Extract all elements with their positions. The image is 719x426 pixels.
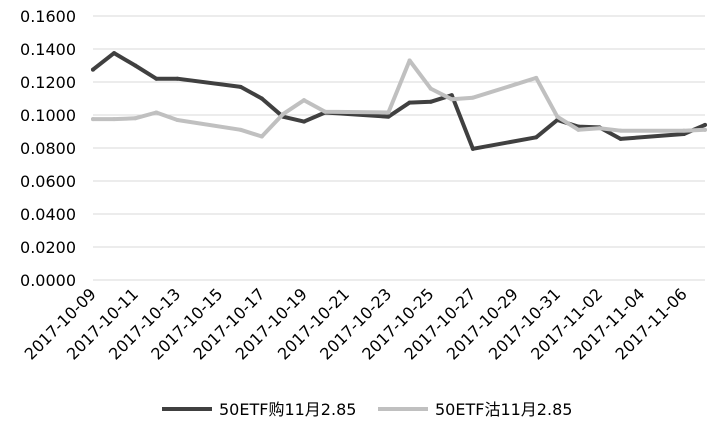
- data-point-series-2: [302, 98, 307, 103]
- series-line-2: [91, 58, 707, 139]
- data-point-series-1: [175, 76, 180, 81]
- data-point-series-1: [681, 131, 686, 136]
- data-point-series-2: [386, 110, 391, 115]
- legend-label-series-2: 50ETF沽11月2.85: [435, 400, 572, 419]
- data-point-series-1: [302, 119, 307, 124]
- data-point-series-2: [703, 127, 707, 132]
- y-tick-label: 0.1600: [20, 7, 76, 26]
- data-point-series-1: [449, 93, 454, 98]
- data-point-series-1: [91, 67, 95, 72]
- data-point-series-1: [133, 63, 138, 68]
- data-point-series-2: [238, 127, 243, 132]
- data-point-series-2: [154, 110, 159, 115]
- data-point-series-1: [112, 51, 117, 56]
- data-point-series-1: [428, 99, 433, 104]
- legend: 50ETF购11月2.85 50ETF沽11月2.85: [162, 400, 572, 419]
- data-point-series-2: [470, 95, 475, 100]
- data-point-series-1: [259, 96, 264, 101]
- data-point-series-2: [555, 114, 560, 119]
- y-tick-label: 0.0000: [20, 271, 76, 290]
- data-point-series-2: [407, 58, 412, 63]
- x-axis-tick-labels: 2017-10-092017-10-112017-10-132017-10-15…: [21, 284, 691, 363]
- data-point-series-2: [91, 117, 95, 122]
- y-tick-label: 0.0600: [20, 172, 76, 191]
- y-tick-label: 0.0800: [20, 139, 76, 158]
- y-tick-label: 0.1200: [20, 73, 76, 92]
- data-point-series-2: [323, 109, 328, 114]
- y-tick-label: 0.0400: [20, 205, 76, 224]
- data-point-series-1: [703, 122, 707, 127]
- data-point-series-2: [576, 127, 581, 132]
- data-point-series-2: [112, 117, 117, 122]
- data-point-series-2: [428, 86, 433, 91]
- data-point-series-1: [238, 84, 243, 89]
- data-point-series-2: [618, 128, 623, 133]
- gridlines: [93, 15, 705, 281]
- y-tick-label: 0.1000: [20, 106, 76, 125]
- data-point-series-2: [597, 126, 602, 131]
- y-tick-label: 0.1400: [20, 40, 76, 59]
- data-point-series-2: [259, 134, 264, 139]
- data-point-series-2: [133, 116, 138, 121]
- data-point-series-2: [175, 117, 180, 122]
- data-point-series-1: [154, 76, 159, 81]
- y-tick-label: 0.0200: [20, 238, 76, 257]
- series-lines: [91, 51, 707, 151]
- data-point-series-2: [449, 97, 454, 102]
- data-point-series-1: [618, 136, 623, 141]
- y-axis-tick-labels: 0.0000 0.0200 0.0400 0.0600 0.0800 0.1000 0.12…: [20, 7, 76, 290]
- data-point-series-2: [534, 75, 539, 80]
- legend-label-series-1: 50ETF购11月2.85: [219, 400, 356, 419]
- data-point-series-1: [386, 114, 391, 119]
- data-point-series-1: [534, 135, 539, 140]
- data-point-series-1: [407, 100, 412, 105]
- series-line-1: [91, 51, 707, 151]
- data-point-series-2: [681, 128, 686, 133]
- data-point-series-1: [470, 146, 475, 151]
- data-point-series-2: [280, 112, 285, 117]
